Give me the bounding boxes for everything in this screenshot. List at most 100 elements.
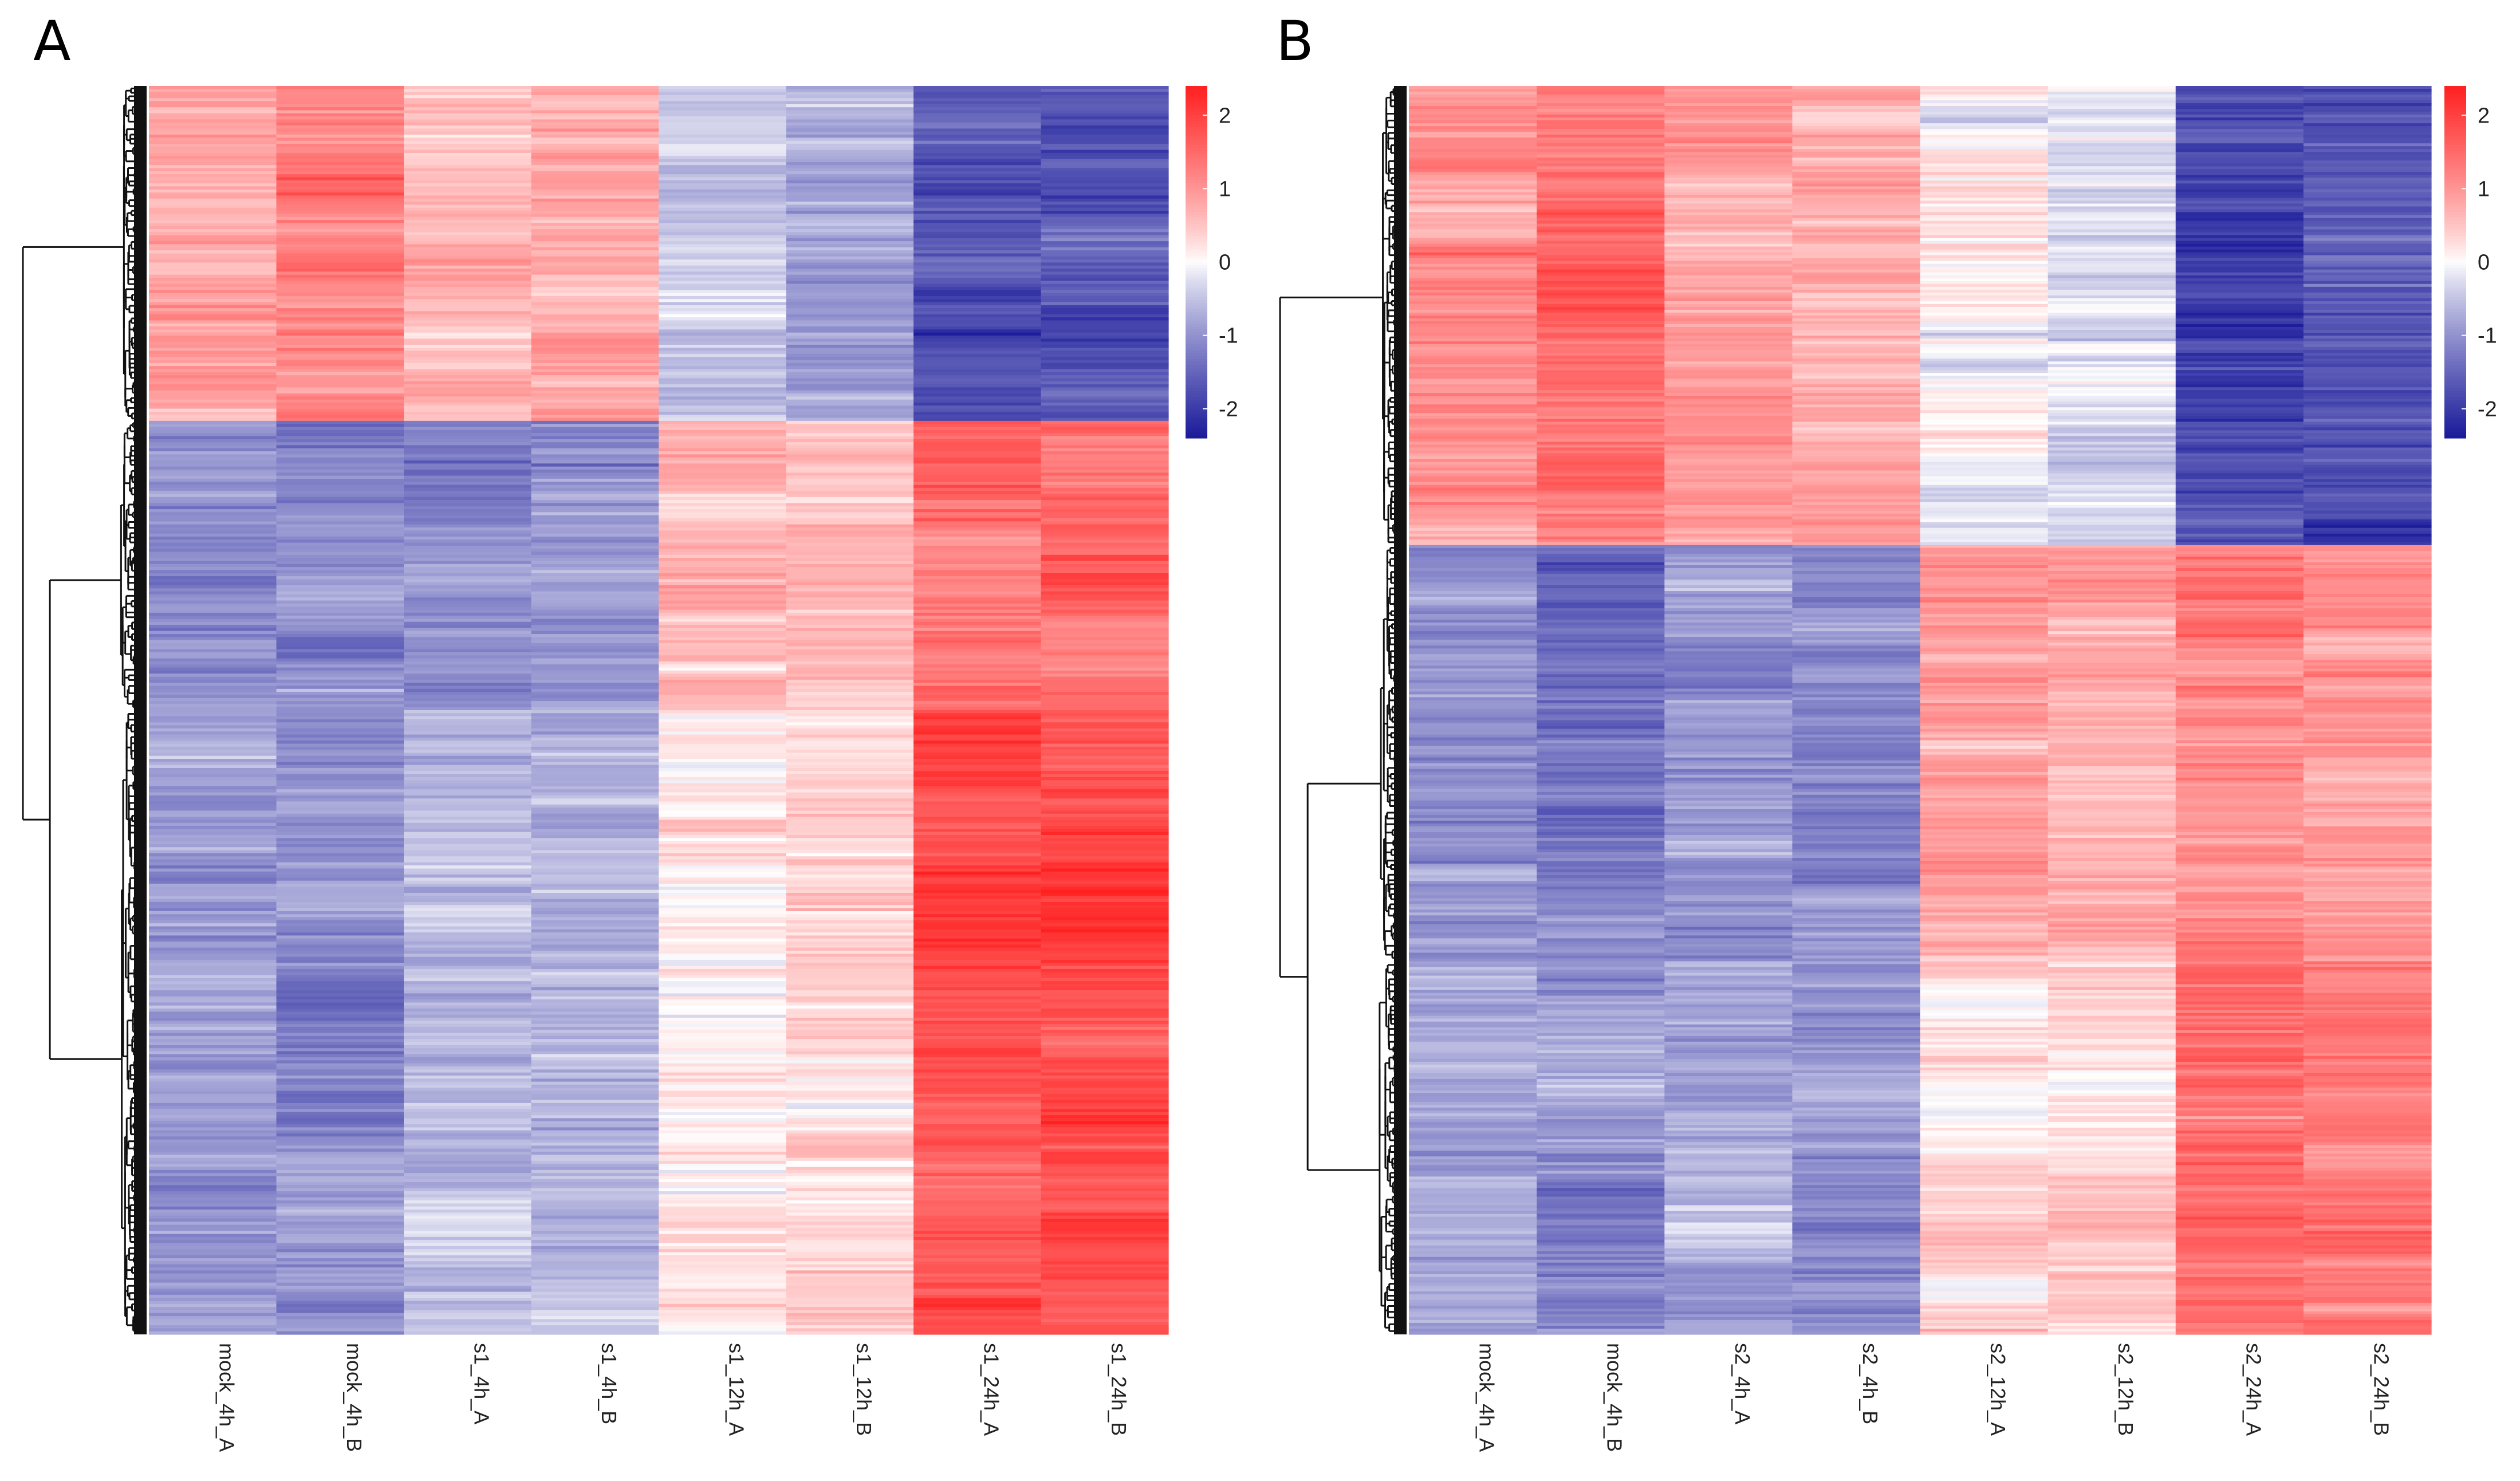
heatmap-cell	[404, 813, 532, 817]
heatmap-cell	[786, 877, 914, 881]
heatmap-cell	[1409, 261, 1537, 265]
heatmap-cell	[531, 1185, 659, 1189]
heatmap-cell	[1537, 332, 1665, 336]
heatmap-cell	[786, 554, 914, 558]
heatmap-cell	[2048, 620, 2176, 623]
heatmap-cell	[276, 357, 404, 361]
heatmap-cell	[404, 411, 532, 415]
heatmap-cell	[659, 713, 787, 717]
heatmap-cell	[914, 1057, 1042, 1061]
heatmap-cell	[2175, 169, 2304, 172]
heatmap-cell	[786, 198, 914, 202]
heatmap-cell	[1041, 1085, 1169, 1088]
heatmap-cell	[1041, 746, 1169, 750]
heatmap-cell	[1792, 473, 1921, 477]
heatmap-cell	[1041, 612, 1169, 616]
heatmap-cell	[2175, 505, 2304, 509]
heatmap-cell	[404, 884, 532, 887]
heatmap-cell	[149, 877, 277, 881]
heatmap-cell	[2303, 278, 2432, 282]
heatmap-cell	[1920, 573, 2049, 577]
heatmap-cell	[659, 865, 787, 869]
heatmap-cell	[2303, 473, 2432, 477]
heatmap-cell	[1409, 94, 1537, 98]
heatmap-cell	[276, 826, 404, 829]
heatmap-cell	[531, 1331, 659, 1335]
heatmap-cell	[1537, 152, 1665, 155]
heatmap-cell	[149, 536, 277, 540]
heatmap-cell	[914, 755, 1042, 759]
heatmap-cell	[1537, 410, 1665, 413]
heatmap-cell	[404, 1078, 532, 1082]
column-label: s1_24h_B	[1107, 1343, 1131, 1436]
heatmap-cell	[786, 795, 914, 799]
heatmap-cell	[2048, 172, 2176, 175]
heatmap-cell	[149, 1258, 277, 1262]
heatmap-cell	[1041, 466, 1169, 470]
heatmap-cell	[404, 887, 532, 891]
heatmap-cell	[404, 1291, 532, 1295]
heatmap-cell	[1537, 536, 1665, 540]
heatmap-cell	[786, 147, 914, 151]
heatmap-cell	[276, 1002, 404, 1006]
heatmap-cell	[2303, 229, 2432, 233]
heatmap-cell	[1792, 513, 1921, 517]
heatmap-cell	[149, 219, 277, 223]
heatmap-cell	[276, 868, 404, 872]
heatmap-cell	[659, 314, 787, 318]
heatmap-cell	[149, 247, 277, 251]
heatmap-cell	[2303, 553, 2432, 557]
heatmap-cell	[2303, 203, 2432, 207]
heatmap-cell	[1041, 786, 1169, 790]
heatmap-cell	[1920, 582, 2049, 586]
heatmap-cell	[659, 1081, 787, 1085]
heatmap-cell	[1792, 485, 1921, 489]
heatmap-cell	[786, 144, 914, 147]
heatmap-cell	[1792, 416, 1921, 419]
heatmap-cell	[659, 960, 787, 963]
heatmap-cell	[531, 1133, 659, 1137]
heatmap-cell	[659, 524, 787, 528]
heatmap-cell	[1409, 178, 1537, 181]
heatmap-cell	[659, 789, 787, 793]
heatmap-cell	[404, 512, 532, 516]
heatmap-cell	[1041, 640, 1169, 644]
heatmap-cell	[149, 820, 277, 824]
heatmap-cell	[1664, 410, 1793, 413]
heatmap-cell	[914, 838, 1042, 842]
heatmap-cell	[531, 871, 659, 875]
heatmap-cell	[276, 329, 404, 333]
heatmap-cell	[2303, 353, 2432, 356]
heatmap-cell	[1920, 286, 2049, 290]
heatmap-cell	[1664, 459, 1793, 463]
heatmap-cell	[914, 795, 1042, 799]
heatmap-cell	[914, 1215, 1042, 1219]
heatmap-cell	[404, 683, 532, 687]
heatmap-cell	[531, 360, 659, 364]
heatmap-cell	[1537, 683, 1665, 686]
heatmap-cell	[404, 216, 532, 220]
heatmap-cell	[276, 420, 404, 424]
heatmap-cell	[276, 86, 404, 89]
heatmap-cell	[531, 503, 659, 507]
heatmap-cell	[1920, 220, 2049, 224]
heatmap-cell	[2303, 332, 2432, 336]
heatmap-cell	[1664, 266, 1793, 270]
heatmap-cell	[1792, 548, 1921, 552]
heatmap-cell	[2303, 404, 2432, 408]
heatmap-cell	[1409, 439, 1537, 443]
heatmap-cell	[1920, 373, 2049, 376]
heatmap-cell	[2303, 683, 2432, 686]
heatmap-cell	[1537, 625, 1665, 629]
heatmap-cell	[276, 1085, 404, 1088]
heatmap-cell	[531, 1160, 659, 1164]
heatmap-cell	[149, 619, 277, 623]
heatmap-cell	[2048, 295, 2176, 299]
heatmap-cell	[1537, 447, 1665, 451]
heatmap-cell	[2303, 155, 2432, 158]
heatmap-cell	[1041, 829, 1169, 833]
heatmap-cell	[404, 445, 532, 449]
heatmap-cell	[149, 554, 277, 558]
heatmap-cell	[786, 1200, 914, 1204]
heatmap-cell	[1409, 275, 1537, 279]
